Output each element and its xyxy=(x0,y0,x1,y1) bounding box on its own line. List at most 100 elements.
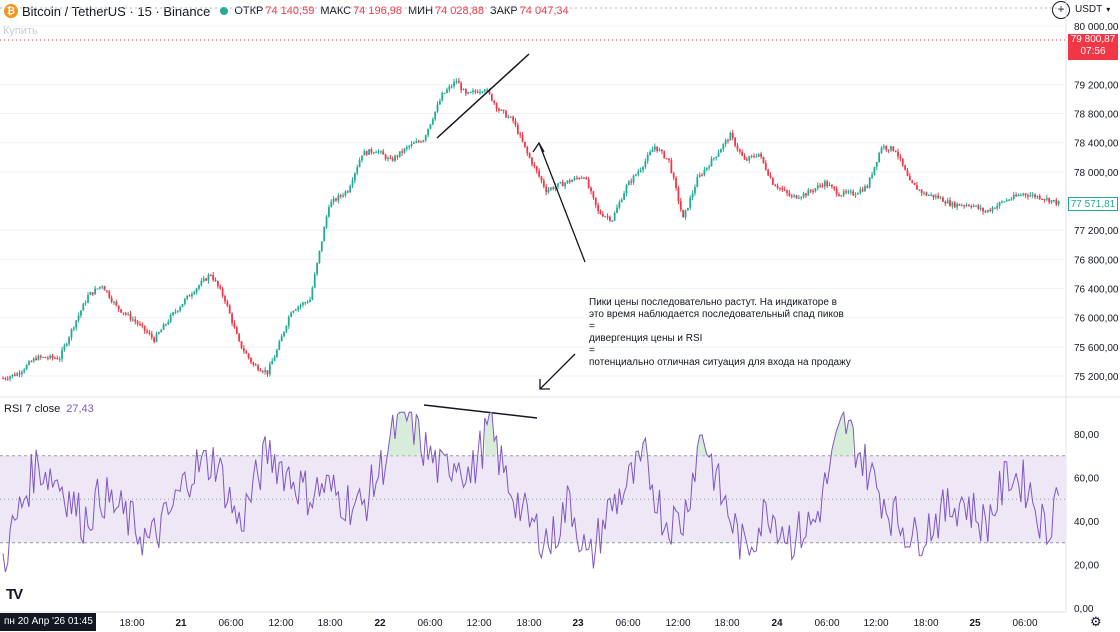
rsi-peak-trendline[interactable] xyxy=(423,404,538,419)
candle-body xyxy=(847,191,850,193)
candle xyxy=(561,179,564,187)
price-axis[interactable]: 80 000,00 79 200,00 78 800,00 78 400,00 78 0… xyxy=(1074,22,1119,383)
candle-body xyxy=(143,325,146,331)
candle xyxy=(904,164,907,171)
candle xyxy=(420,140,422,143)
candle-body xyxy=(771,177,774,185)
candle xyxy=(857,192,859,195)
candle-body xyxy=(502,109,505,112)
candle xyxy=(353,172,356,184)
candle xyxy=(61,346,63,362)
symbol-title[interactable]: Bitcoin / TetherUS · 15 · Binance xyxy=(22,3,211,19)
candle-body xyxy=(129,313,132,320)
candle-body xyxy=(736,145,739,150)
candle-body xyxy=(585,177,588,180)
candle xyxy=(611,220,614,223)
candle-body xyxy=(526,146,529,154)
candle xyxy=(483,88,486,93)
candle xyxy=(590,186,592,195)
candle-body xyxy=(332,198,335,202)
candle-body xyxy=(372,152,375,154)
candle xyxy=(587,176,590,189)
candle-body xyxy=(25,364,28,370)
candle-body xyxy=(1012,194,1015,199)
candle xyxy=(183,297,186,306)
candle xyxy=(413,140,415,144)
rsi-overbought-fill xyxy=(262,436,266,456)
candle xyxy=(897,148,899,160)
rsi-legend[interactable]: RSI 7 close 27,43 xyxy=(4,403,94,415)
candle-body xyxy=(183,299,186,304)
candle xyxy=(150,330,153,340)
candle-body xyxy=(155,333,158,342)
candle xyxy=(1029,192,1032,198)
annotation-line-4: потенциально отличная ситуация для входа… xyxy=(589,357,851,368)
candle-body xyxy=(278,341,281,350)
candle-body xyxy=(542,180,545,187)
candle-body xyxy=(370,149,373,153)
candle-body xyxy=(1029,195,1032,197)
time-axis[interactable]: 18:00 21 06:00 12:00 18:00 22 06:00 12:00 18:00 2… xyxy=(119,618,1037,629)
candle xyxy=(552,186,555,191)
arrow-up-shaft[interactable] xyxy=(538,142,586,263)
candle xyxy=(599,209,602,215)
buy-ghost-tag[interactable]: Купить xyxy=(3,25,38,37)
candle-body xyxy=(1055,199,1058,205)
candle xyxy=(847,189,850,195)
candle xyxy=(564,181,566,190)
candle-body xyxy=(802,193,805,197)
currency-selector[interactable]: USDT ▾ xyxy=(1075,4,1110,15)
candle xyxy=(252,361,255,367)
candle-body xyxy=(677,187,680,202)
candle-body xyxy=(635,174,637,176)
candle-body xyxy=(597,204,600,212)
candle-body xyxy=(276,349,278,357)
candle-body xyxy=(56,358,59,360)
candle xyxy=(323,226,326,242)
time-tick-label: 06:00 xyxy=(814,618,839,629)
candle-body xyxy=(819,185,822,187)
candle-body xyxy=(110,297,113,302)
candle-body xyxy=(172,312,174,316)
candle xyxy=(361,155,363,163)
gear-icon[interactable]: ⚙ xyxy=(1090,614,1102,629)
price-peak-trendline[interactable] xyxy=(436,53,530,139)
candle xyxy=(306,300,309,304)
candle xyxy=(476,89,479,94)
candle xyxy=(635,173,637,177)
candle xyxy=(686,207,689,211)
candle-body xyxy=(349,186,352,193)
tradingview-logo-icon[interactable]: TV xyxy=(6,586,23,603)
candle-body xyxy=(672,172,675,178)
candle-body xyxy=(686,207,689,211)
time-tick-label: 24 xyxy=(771,618,783,629)
candle xyxy=(396,154,399,160)
annotation-text[interactable]: Пики цены последовательно растут. На инд… xyxy=(589,297,889,369)
arrow-down-shaft[interactable] xyxy=(539,353,576,390)
candle-body xyxy=(165,324,167,326)
candle xyxy=(559,181,562,184)
candle-body xyxy=(176,310,179,312)
candle xyxy=(39,354,42,360)
rsi-overbought-fill xyxy=(635,451,639,456)
candle xyxy=(689,195,692,211)
candle xyxy=(89,291,92,296)
candle xyxy=(547,186,550,194)
candle-body xyxy=(977,205,980,209)
candle-body xyxy=(901,158,904,166)
time-tick-label: 12:00 xyxy=(665,618,690,629)
candle-body xyxy=(797,197,800,199)
candle-body xyxy=(250,357,252,363)
candle-body xyxy=(486,89,489,91)
candle xyxy=(816,182,819,191)
candle xyxy=(795,195,798,199)
rsi-axis[interactable]: 80,00 60,00 40,00 20,00 0,00 xyxy=(1074,430,1099,615)
candle xyxy=(375,150,378,154)
candle xyxy=(557,183,559,190)
candle-body xyxy=(398,151,401,157)
candle xyxy=(571,179,574,183)
candle-body xyxy=(32,358,35,362)
candle-body xyxy=(375,152,378,154)
candle xyxy=(585,176,588,180)
